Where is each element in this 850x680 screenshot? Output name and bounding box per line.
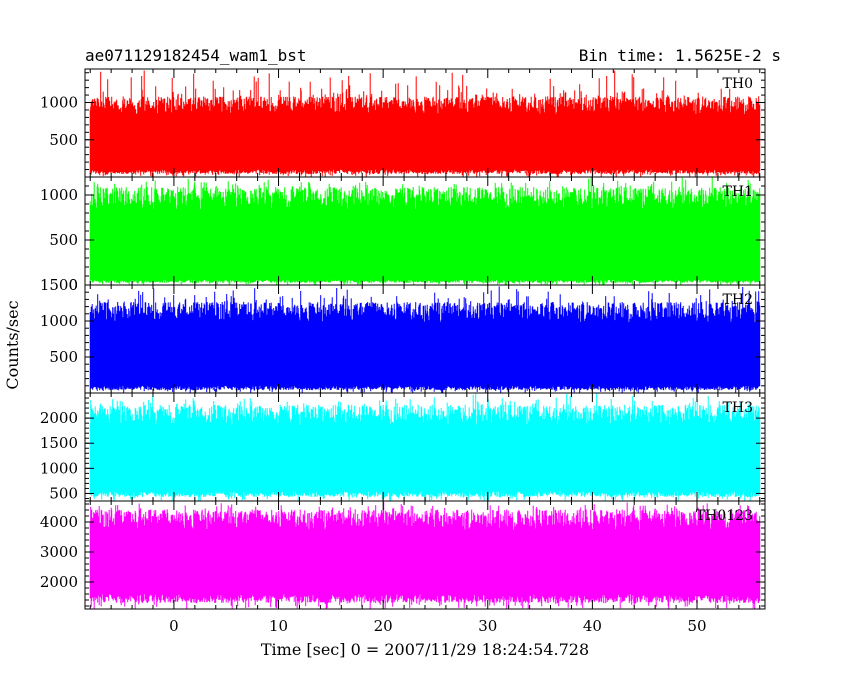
panel-label-th3: TH3 bbox=[723, 400, 753, 416]
y-tick-label: 3000 bbox=[40, 543, 78, 561]
y-tick-label: 0 bbox=[68, 276, 78, 294]
y-tick-label: 1000 bbox=[40, 94, 78, 112]
x-tick-label: 20 bbox=[374, 617, 393, 635]
y-tick-label: 1500 bbox=[40, 434, 78, 452]
x-tick-label: 50 bbox=[687, 617, 706, 635]
y-tick-label: 500 bbox=[49, 231, 78, 249]
x-tick-label: 10 bbox=[269, 617, 288, 635]
y-tick-label: 500 bbox=[49, 131, 78, 149]
panel-th0123: 2000 3000 4000 TH0123 bbox=[40, 500, 766, 610]
y-tick-label: 1500 bbox=[40, 276, 78, 294]
panel-th2: 500 1000 1500 TH2 bbox=[40, 276, 766, 394]
panel-th3: 500 1000 1500 2000 TH3 bbox=[40, 392, 766, 502]
y-tick-label: 500 bbox=[49, 484, 78, 502]
y-axis-title: Counts/sec bbox=[3, 300, 22, 389]
x-tick-label: 40 bbox=[583, 617, 602, 635]
panel-label-th0123: TH0123 bbox=[696, 508, 753, 524]
series-th1 bbox=[89, 177, 761, 285]
panel-label-th0: TH0 bbox=[723, 76, 753, 92]
panel-th1: 0 500 1000 TH1 bbox=[40, 176, 766, 294]
panel-th0: 500 1000 TH0 bbox=[40, 68, 766, 178]
series-th0123 bbox=[89, 502, 761, 609]
y-tick-label: 1000 bbox=[40, 186, 78, 204]
x-tick-label: 30 bbox=[478, 617, 497, 635]
y-tick-label: 4000 bbox=[40, 513, 78, 531]
x-tick-label: 0 bbox=[169, 617, 179, 635]
series-th0 bbox=[89, 70, 761, 177]
y-tick-label: 1000 bbox=[40, 312, 78, 330]
panel-label-th1: TH1 bbox=[723, 184, 753, 200]
chart-title: ae071129182454_wam1_bst bbox=[85, 46, 307, 65]
y-tick-label: 2000 bbox=[40, 573, 78, 591]
series-th2 bbox=[89, 286, 761, 393]
y-tick-label: 1000 bbox=[40, 459, 78, 477]
x-axis-title: Time [sec] 0 = 2007/11/29 18:24:54.728 bbox=[261, 640, 589, 659]
y-tick-label: 2000 bbox=[40, 409, 78, 427]
panel-label-th2: TH2 bbox=[723, 292, 753, 308]
bin-time-label: Bin time: 1.5625E-2 s bbox=[579, 46, 781, 65]
series-th3 bbox=[89, 393, 761, 501]
y-tick-label: 500 bbox=[49, 348, 78, 366]
